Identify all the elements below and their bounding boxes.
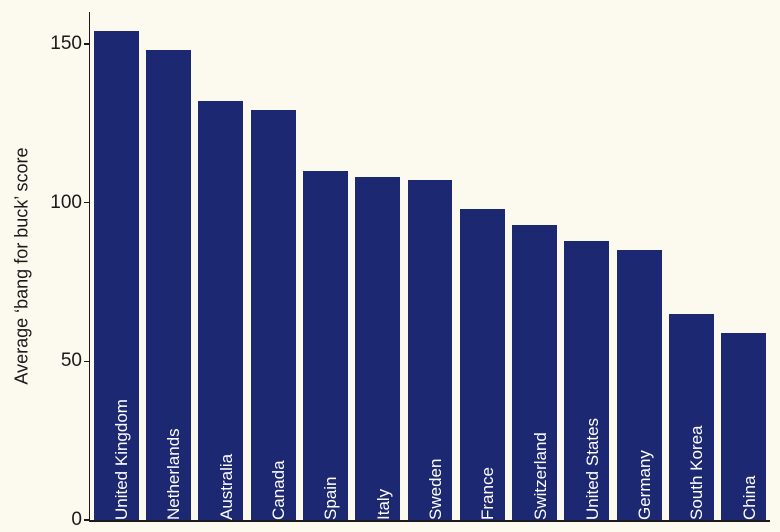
chart-container: Average ‘bang for buck’ score 0 50 100 150 U…	[0, 0, 780, 532]
y-tick-label: 150	[50, 33, 82, 55]
y-tick-label: 0	[71, 509, 82, 531]
bar-label: Australia	[217, 454, 237, 520]
bar	[251, 110, 296, 520]
bar	[303, 171, 348, 520]
bar-label: Germany	[635, 450, 655, 520]
bar-label: Italy	[374, 489, 394, 520]
bar-label: United Kingdom	[112, 399, 132, 520]
y-tick-label: 50	[61, 350, 82, 372]
bar-label: Switzerland	[531, 432, 551, 520]
y-tick-label: 100	[50, 192, 82, 214]
bar-label: Sweden	[426, 459, 446, 520]
bar-label: France	[478, 467, 498, 520]
x-axis-line	[89, 520, 771, 522]
bar-label: United States	[583, 418, 603, 520]
bar-label: South Korea	[687, 425, 707, 520]
bar-label: Spain	[321, 477, 341, 520]
y-axis-line	[89, 12, 91, 520]
bar-label: China	[740, 476, 760, 520]
y-axis-label: Average ‘bang for buck’ score	[12, 147, 33, 384]
bar	[355, 177, 400, 520]
bar-label: Canada	[269, 460, 289, 520]
bar-label: Netherlands	[164, 428, 184, 520]
